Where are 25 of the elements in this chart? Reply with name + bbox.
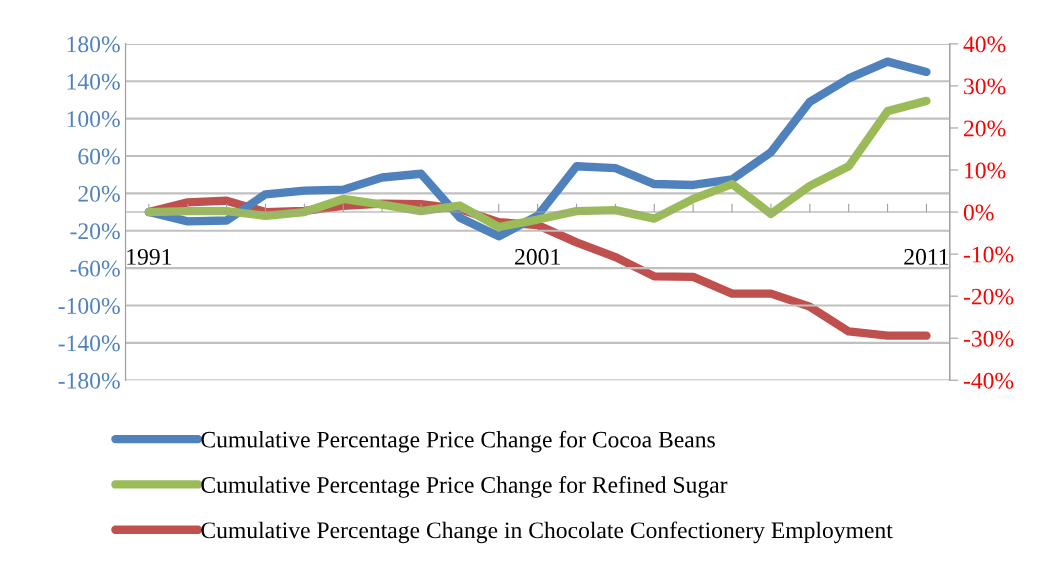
y-tick-label: -60% (70, 260, 120, 277)
x-tick-label: 2011 (904, 248, 949, 265)
y-tick-label: 140% (67, 73, 120, 90)
y-tick-label: 100% (67, 111, 120, 128)
y2-tick-label: 30% (964, 78, 1006, 95)
y2-tick-label: 0% (963, 204, 994, 221)
y-tick-label: -180% (58, 372, 120, 389)
y2-tick-label: -20% (963, 288, 1014, 305)
y2-tick-label: -10% (963, 246, 1014, 263)
y-tick-label: -100% (58, 297, 120, 314)
legend-label: Cumulative Percentage Change in Chocolate Confectionery Employment (201, 521, 893, 544)
y2-tick-label: 40% (963, 36, 1006, 53)
legend-label: Cumulative Percentage Price Change for Cocoa Beans (201, 430, 715, 453)
x-tick-label: 1991 (127, 248, 172, 265)
y-tick-label: 60% (78, 148, 120, 165)
y2-tick-label: -40% (963, 372, 1014, 389)
legend-label: Cumulative Percentage Price Change for Refined Sugar (201, 476, 728, 498)
y-tick-label: -20% (70, 223, 120, 240)
y-tick-label: 20% (78, 185, 120, 202)
y-tick-label: -140% (58, 335, 120, 352)
y2-tick-label: 10% (965, 162, 1006, 179)
y2-tick-label: 20% (964, 120, 1006, 137)
y2-tick-label: -30% (963, 330, 1014, 347)
x-tick-label: 2001 (515, 248, 560, 265)
y-tick-label: 180% (67, 36, 120, 53)
